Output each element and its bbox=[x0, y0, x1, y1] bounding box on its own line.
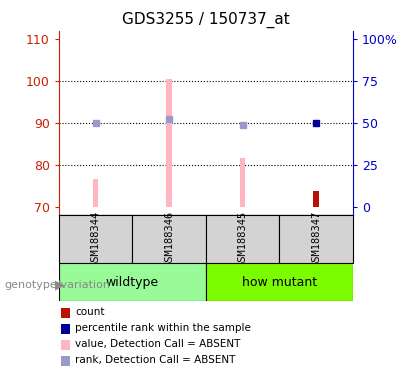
Text: how mutant: how mutant bbox=[242, 276, 317, 289]
Text: ▶: ▶ bbox=[55, 278, 65, 291]
Text: GSM188346: GSM188346 bbox=[164, 211, 174, 267]
Bar bbox=[206, 215, 279, 263]
Bar bbox=[313, 191, 319, 207]
Bar bbox=[132, 215, 206, 263]
Bar bbox=[279, 215, 353, 263]
Text: count: count bbox=[75, 307, 105, 317]
Text: wildtype: wildtype bbox=[106, 276, 159, 289]
Bar bbox=[240, 159, 245, 207]
Text: GSM188347: GSM188347 bbox=[311, 211, 321, 267]
Text: GSM188345: GSM188345 bbox=[238, 211, 247, 267]
Text: GSM188344: GSM188344 bbox=[91, 211, 100, 267]
Title: GDS3255 / 150737_at: GDS3255 / 150737_at bbox=[122, 12, 290, 28]
Text: rank, Detection Call = ABSENT: rank, Detection Call = ABSENT bbox=[75, 355, 236, 365]
Text: percentile rank within the sample: percentile rank within the sample bbox=[75, 323, 251, 333]
Bar bbox=[206, 263, 353, 301]
Text: value, Detection Call = ABSENT: value, Detection Call = ABSENT bbox=[75, 339, 241, 349]
Bar bbox=[166, 79, 172, 207]
Bar bbox=[59, 263, 206, 301]
Bar bbox=[59, 215, 132, 263]
Text: genotype/variation: genotype/variation bbox=[4, 280, 110, 290]
Bar bbox=[93, 179, 98, 207]
